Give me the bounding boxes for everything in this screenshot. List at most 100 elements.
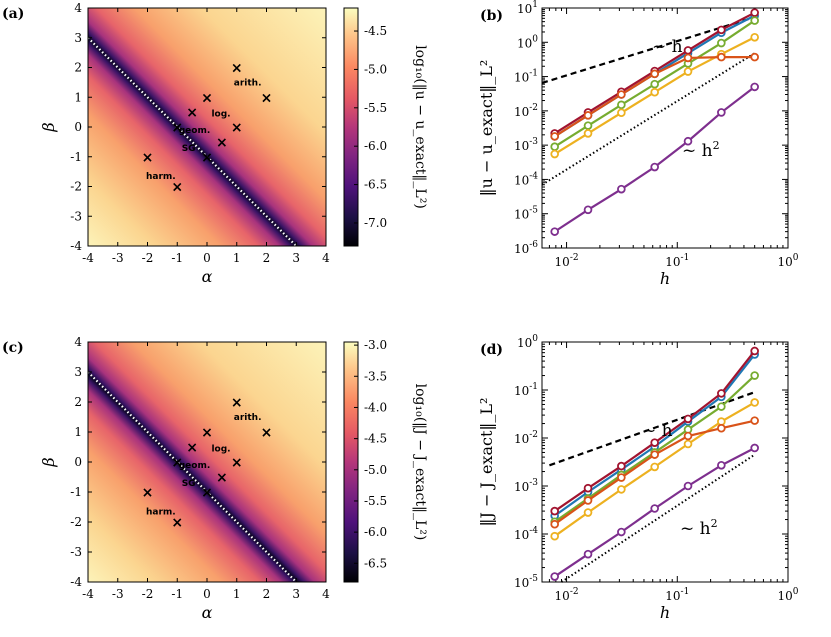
data-point-green [618,101,625,108]
data-point-orange [651,451,658,458]
y-tick-label: -1 [70,150,82,164]
data-point-yellow [618,109,625,116]
data-point-yellow [618,486,625,493]
data-point-purple [751,83,758,90]
x-axis-label: α [202,603,213,622]
y-tick-label: 100 [517,334,538,350]
data-point-orange [651,70,658,77]
marker-label: log. [211,445,230,455]
data-point-orange [685,433,692,440]
x-tick-label: 4 [322,251,330,265]
colorbar-tick-label: -5.5 [364,494,387,508]
y-tick-label: 100 [517,34,538,50]
colorbar-label: log₁₀(‖u − u_exact‖_L²) [412,45,428,209]
data-point-orange [585,497,592,504]
y-tick-label: 10-1 [514,69,538,85]
colorbar [344,342,358,582]
data-point-orange [751,417,758,424]
marker-label: geom. [179,461,211,471]
data-point-orange [751,54,758,61]
panel-label: (a) [2,6,24,22]
y-tick-label: 2 [74,61,82,75]
x-tick-label: -3 [112,251,124,265]
data-point-red [718,26,725,33]
panel-label: (c) [2,340,24,356]
cross-marker: × [261,90,273,106]
figure: -4 -3 -2 -1 0 1 2 3 443210-1-2-3-4××××× ×××××arit… [0,0,831,637]
line-panel-1: 10-2 10-1 10010110010-110-210-310-410-510-… [477,0,799,288]
y-tick-label: -4 [70,575,82,589]
y-axis-label: β [39,122,58,132]
data-point-green [718,403,725,410]
marker-label: arith. [234,413,262,423]
data-point-purple [551,573,558,580]
data-point-purple [718,109,725,116]
colorbar-tick-label: -4.5 [364,432,387,446]
x-tick-label: 10-1 [665,587,689,603]
cross-marker: × [261,425,273,441]
data-point-orange [551,133,558,140]
y-tick-label: 10-3 [514,478,538,494]
heatmap-panel-2: -4 -3 -2 -1 0 1 2 3 443210-1-2-3-4××××× ×××××arit… [2,335,428,622]
colorbar-tick-label: -3.5 [364,369,387,383]
y-tick-label: -1 [70,485,82,499]
y-tick-label: 10-1 [514,382,538,398]
data-point-yellow [585,509,592,516]
data-point-red [685,47,692,54]
x-tick-label: 1 [233,251,241,265]
data-point-purple [718,462,725,469]
x-axis-label: α [202,267,213,286]
x-tick-label: -2 [142,251,154,265]
data-point-orange [618,474,625,481]
colorbar-tick-label: -7.0 [364,216,387,230]
colorbar-tick-label: -5.5 [364,101,387,115]
cross-marker: × [201,485,213,501]
x-tick-label: -4 [82,587,94,601]
y-tick-label: 1 [74,90,82,104]
data-point-green [585,122,592,129]
x-tick-label: 100 [777,587,798,603]
data-point-yellow [685,68,692,75]
data-point-red [618,463,625,470]
data-point-yellow [751,399,758,406]
y-tick-label: 10-2 [514,430,538,446]
x-tick-label: 10-1 [665,253,689,269]
x-tick-label: 2 [263,251,271,265]
y-tick-label: -3 [70,209,82,223]
x-tick-label: 0 [203,251,211,265]
colorbar-tick-label: -6.5 [364,178,387,192]
x-tick-label: 100 [777,253,798,269]
y-tick-label: 3 [74,31,82,45]
x-tick-label: -2 [142,587,154,601]
x-tick-label: -1 [171,251,183,265]
cross-marker: × [231,61,243,77]
cross-marker: × [142,150,154,166]
data-point-yellow [685,441,692,448]
cross-marker: × [142,485,154,501]
data-point-orange [718,425,725,432]
data-point-purple [585,206,592,213]
y-tick-label: -3 [70,545,82,559]
guide-label: ~ h [642,421,673,441]
cross-marker: × [201,150,213,166]
cross-marker: × [216,470,228,486]
x-tick-label: -4 [82,251,94,265]
panel-label: (b) [480,8,503,24]
cross-marker: × [231,395,243,411]
data-point-yellow [551,151,558,158]
guide-label: ~ h [652,37,683,57]
x-tick-label: 1 [233,587,241,601]
x-tick-label: 10-2 [555,587,579,603]
x-axis-label: h [660,269,670,288]
data-point-purple [618,529,625,536]
y-tick-label: 0 [74,455,82,469]
data-point-orange [685,55,692,62]
x-tick-label: 4 [322,587,330,601]
data-point-green [651,81,658,88]
y-axis-label: ‖J − J_exact‖_L² [477,398,496,527]
y-axis-label: ‖u − u_exact‖_L² [477,60,496,197]
data-point-orange [718,54,725,61]
data-point-red [685,415,692,422]
colorbar-tick-label: -3.0 [364,338,387,352]
